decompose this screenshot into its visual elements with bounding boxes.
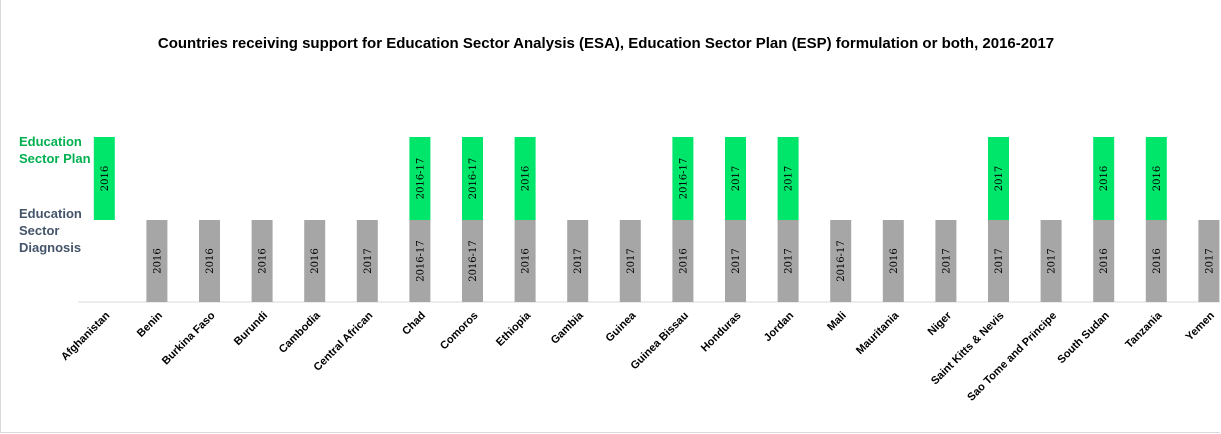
diagnosis-comoros-label: 2016-17 [468,240,479,282]
plan-saint-kitts-nevis-bar [988,137,1009,220]
plan-saint-kitts-nevis-label: 2017 [994,166,1005,191]
plan-chad-label: 2016-17 [415,158,426,200]
diagnosis-mali-label: 2016-17 [836,240,847,282]
diagnosis-mauritania-label: 2016 [889,248,900,273]
diagnosis-sao-tome-and-principe-label: 2017 [1047,248,1058,273]
diagnosis-central-african-label: 2017 [363,248,374,273]
x-tick-benin: Benin [135,309,165,339]
diagnosis-niger-bar [935,220,957,302]
diagnosis-ethiopia-bar [514,220,536,302]
plan-afghanistan-bar [93,137,115,220]
plan-honduras-bar [725,137,746,220]
diagnosis-tanzania-label: 2016 [1152,248,1163,273]
diagnosis-chad-label: 2016-17 [415,240,426,282]
diagnosis-cambodia-label: 2016 [310,248,321,273]
x-tick-mauritania: Mauritania [854,309,902,357]
diagnosis-comoros-bar [462,220,483,302]
diagnosis-south-sudan-bar [1093,220,1115,302]
x-tick-cambodia: Cambodia [277,309,324,356]
diagnosis-gambia-label: 2017 [573,248,584,273]
diagnosis-niger-label: 2017 [941,248,952,273]
plan-tanzania-label: 2016 [1152,166,1163,191]
diagnosis-ethiopia-label: 2016 [521,248,532,273]
diagnosis-burundi-bar [251,220,273,302]
x-tick-sao-tome-and-principe: Sao Tome and Principe [965,310,1059,404]
diagnosis-mauritania-bar [882,220,904,302]
diagnosis-row-label-line3: Diagnosis [19,240,81,255]
plan-guinea-bissau-bar [672,137,694,220]
chart-title: Countries receiving support for Educatio… [158,35,1054,52]
diagnosis-saint-kitts-nevis-bar [988,220,1009,302]
bars-group: 2016 2016 2016 2016 2016 2017 2016-17 2016-17 20… [93,137,1220,302]
plan-afghanistan-label: 2016 [100,166,111,191]
x-tick-yemen: Yemen [1183,309,1217,343]
diagnosis-guinea-bar [619,220,641,302]
diagnosis-saint-kitts-nevis-label: 2017 [994,248,1005,273]
x-tick-burundi: Burundi [232,310,270,348]
diagnosis-jordan-label: 2017 [784,248,795,273]
diagnosis-honduras-bar [725,220,746,302]
diagnosis-jordan-bar [777,220,799,302]
plan-comoros-bar [462,137,483,220]
plan-south-sudan-label: 2016 [1099,166,1110,191]
x-tick-jordan: Jordan [762,309,797,344]
diagnosis-chad-bar [409,220,431,302]
diagnosis-row-label-line2: Sector [19,223,59,238]
plan-honduras-label: 2017 [731,166,742,191]
diagnosis-tanzania-bar [1145,220,1167,302]
diagnosis-benin-label: 2016 [152,248,163,273]
plan-south-sudan-bar [1093,137,1115,220]
diagnosis-row-label-line1: Education [19,206,82,221]
x-tick-guinea: Guinea [604,309,639,344]
diagnosis-burundi-label: 2016 [258,248,269,273]
diagnosis-cambodia-bar [304,220,326,302]
x-tick-niger: Niger [926,309,955,338]
plan-guinea-bissau-label: 2016-17 [678,158,689,200]
diagnosis-mali-bar [830,220,852,302]
x-tick-honduras: Honduras [699,310,744,355]
x-tick-chad: Chad [400,310,428,338]
diagnosis-burkina-faso-label: 2016 [205,248,216,273]
plan-ethiopia-bar [514,137,536,220]
x-tick-gambia: Gambia [549,309,587,347]
diagnosis-south-sudan-label: 2016 [1099,248,1110,273]
diagnosis-yemen-label: 2017 [1204,248,1215,273]
plan-tanzania-bar [1145,137,1167,220]
diagnosis-burkina-faso-bar [199,220,220,302]
diagnosis-benin-bar [146,220,168,302]
plan-jordan-bar [777,137,799,220]
x-tick-tanzania: Tanzania [1123,309,1165,351]
diagnosis-guinea-bissau-label: 2016 [678,248,689,273]
x-tick-afghanistan: Afghanistan [59,309,113,363]
diagnosis-sao-tome-and-principe-bar [1040,220,1062,302]
diagnosis-guinea-label: 2017 [626,248,637,273]
plan-ethiopia-label: 2016 [521,166,532,191]
diagnosis-central-african-bar [356,220,378,302]
plan-chad-bar [409,137,431,220]
plan-comoros-label: 2016-17 [468,158,479,200]
diagnosis-guinea-bissau-bar [672,220,694,302]
plan-row-label-line1: Education [19,134,82,149]
diagnosis-yemen-bar [1198,220,1220,302]
x-tick-ethiopia: Ethiopia [494,309,534,349]
diagnosis-gambia-bar [567,220,589,302]
x-tick-comoros: Comoros [438,310,481,353]
x-tick-burkina-faso: Burkina Faso [160,309,218,367]
x-tick-guinea-bissau: Guinea Bissau [628,310,691,373]
plan-jordan-label: 2017 [784,166,795,191]
x-tick-mali: Mali [825,310,849,334]
plan-row-label-line2: Sector Plan [19,151,91,166]
x-tick-south-sudan: South Sudan [1055,309,1112,366]
diagnosis-honduras-label: 2017 [731,248,742,273]
